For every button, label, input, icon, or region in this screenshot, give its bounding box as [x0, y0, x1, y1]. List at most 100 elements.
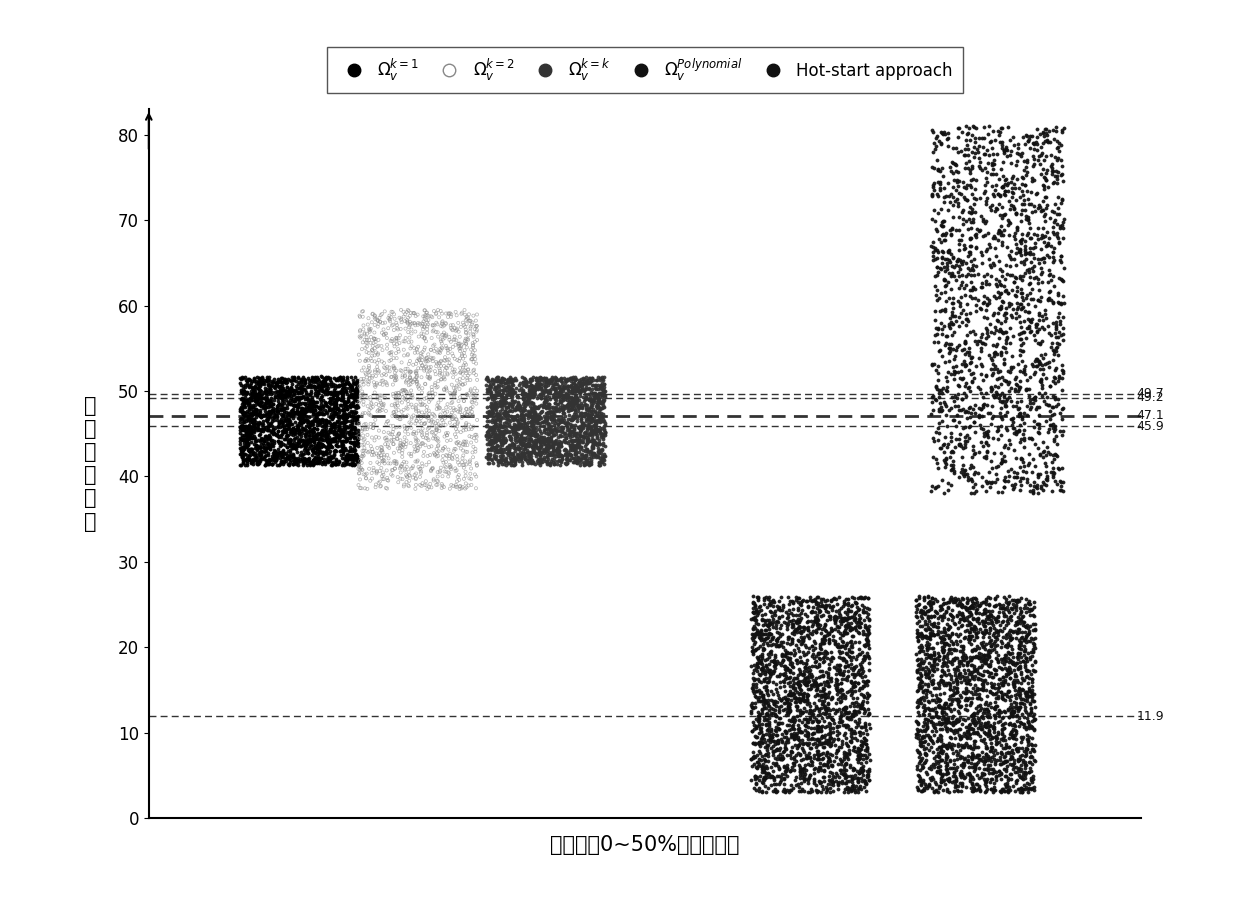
Point [232, 428, 252, 443]
Point [236, 420, 255, 435]
Point [1052, 370, 1071, 385]
Point [268, 442, 288, 456]
Point [399, 378, 419, 393]
Point [513, 375, 533, 390]
Point [283, 406, 303, 421]
Point [978, 766, 998, 781]
Point [319, 430, 339, 445]
Point [976, 274, 996, 288]
Point [1040, 148, 1060, 163]
Point [961, 231, 981, 245]
Point [939, 244, 959, 258]
Point [972, 677, 992, 692]
Point [443, 365, 463, 380]
Point [942, 609, 962, 624]
Point [791, 753, 811, 767]
Point [954, 669, 973, 684]
Point [551, 438, 570, 453]
Point [791, 604, 811, 618]
Point [936, 741, 956, 755]
Point [751, 627, 771, 642]
Point [844, 768, 864, 783]
Point [934, 685, 954, 700]
Point [1024, 722, 1044, 736]
Point [818, 670, 838, 684]
Point [965, 282, 985, 296]
Point [244, 423, 264, 437]
Point [531, 371, 551, 385]
Point [525, 384, 544, 398]
Point [492, 433, 512, 447]
Point [272, 415, 291, 430]
Point [939, 612, 959, 626]
Point [777, 635, 797, 650]
Point [392, 315, 412, 329]
Point [1024, 600, 1044, 614]
Point [263, 426, 283, 441]
Point [541, 430, 560, 445]
Point [833, 652, 853, 666]
Point [911, 655, 931, 670]
Point [319, 442, 339, 456]
Point [1016, 654, 1035, 669]
Point [490, 415, 510, 429]
Point [765, 703, 785, 717]
Point [238, 373, 258, 387]
Point [342, 378, 362, 393]
Point [920, 628, 940, 643]
Point [321, 421, 341, 435]
Point [792, 687, 812, 702]
Point [777, 675, 797, 690]
Point [828, 692, 848, 706]
Point [306, 432, 326, 446]
Point [857, 674, 877, 688]
Point [534, 454, 554, 468]
Point [482, 375, 502, 390]
Point [756, 671, 776, 685]
Point [529, 378, 549, 393]
Point [341, 448, 361, 463]
Point [951, 438, 971, 453]
Point [454, 472, 474, 486]
Point [1014, 783, 1034, 797]
Point [985, 634, 1004, 648]
Point [450, 336, 470, 351]
Point [332, 427, 352, 442]
Point [786, 778, 806, 793]
Point [1002, 189, 1022, 204]
Point [854, 773, 874, 787]
Point [487, 385, 507, 400]
Point [994, 145, 1014, 160]
Point [324, 424, 343, 438]
Point [513, 391, 533, 405]
Point [525, 426, 544, 441]
Point [387, 332, 407, 346]
Point [414, 445, 434, 459]
Point [567, 391, 587, 405]
Point [454, 318, 474, 333]
Point [971, 682, 991, 696]
Point [916, 604, 936, 619]
Point [759, 717, 779, 732]
Point [790, 736, 810, 751]
Point [1002, 749, 1022, 764]
Point [494, 425, 513, 440]
Point [932, 744, 952, 758]
Point [942, 309, 962, 324]
Point [490, 448, 510, 463]
Point [284, 397, 304, 412]
Point [838, 659, 858, 674]
Point [492, 382, 512, 396]
Point [242, 415, 262, 430]
Point [326, 406, 346, 421]
Point [780, 656, 800, 671]
Point [590, 371, 610, 385]
Point [441, 335, 461, 349]
Point [593, 400, 613, 415]
Point [528, 432, 548, 446]
Point [975, 777, 994, 792]
Point [1050, 249, 1070, 264]
Point [341, 380, 361, 395]
Point [517, 417, 537, 432]
Point [1009, 326, 1029, 341]
